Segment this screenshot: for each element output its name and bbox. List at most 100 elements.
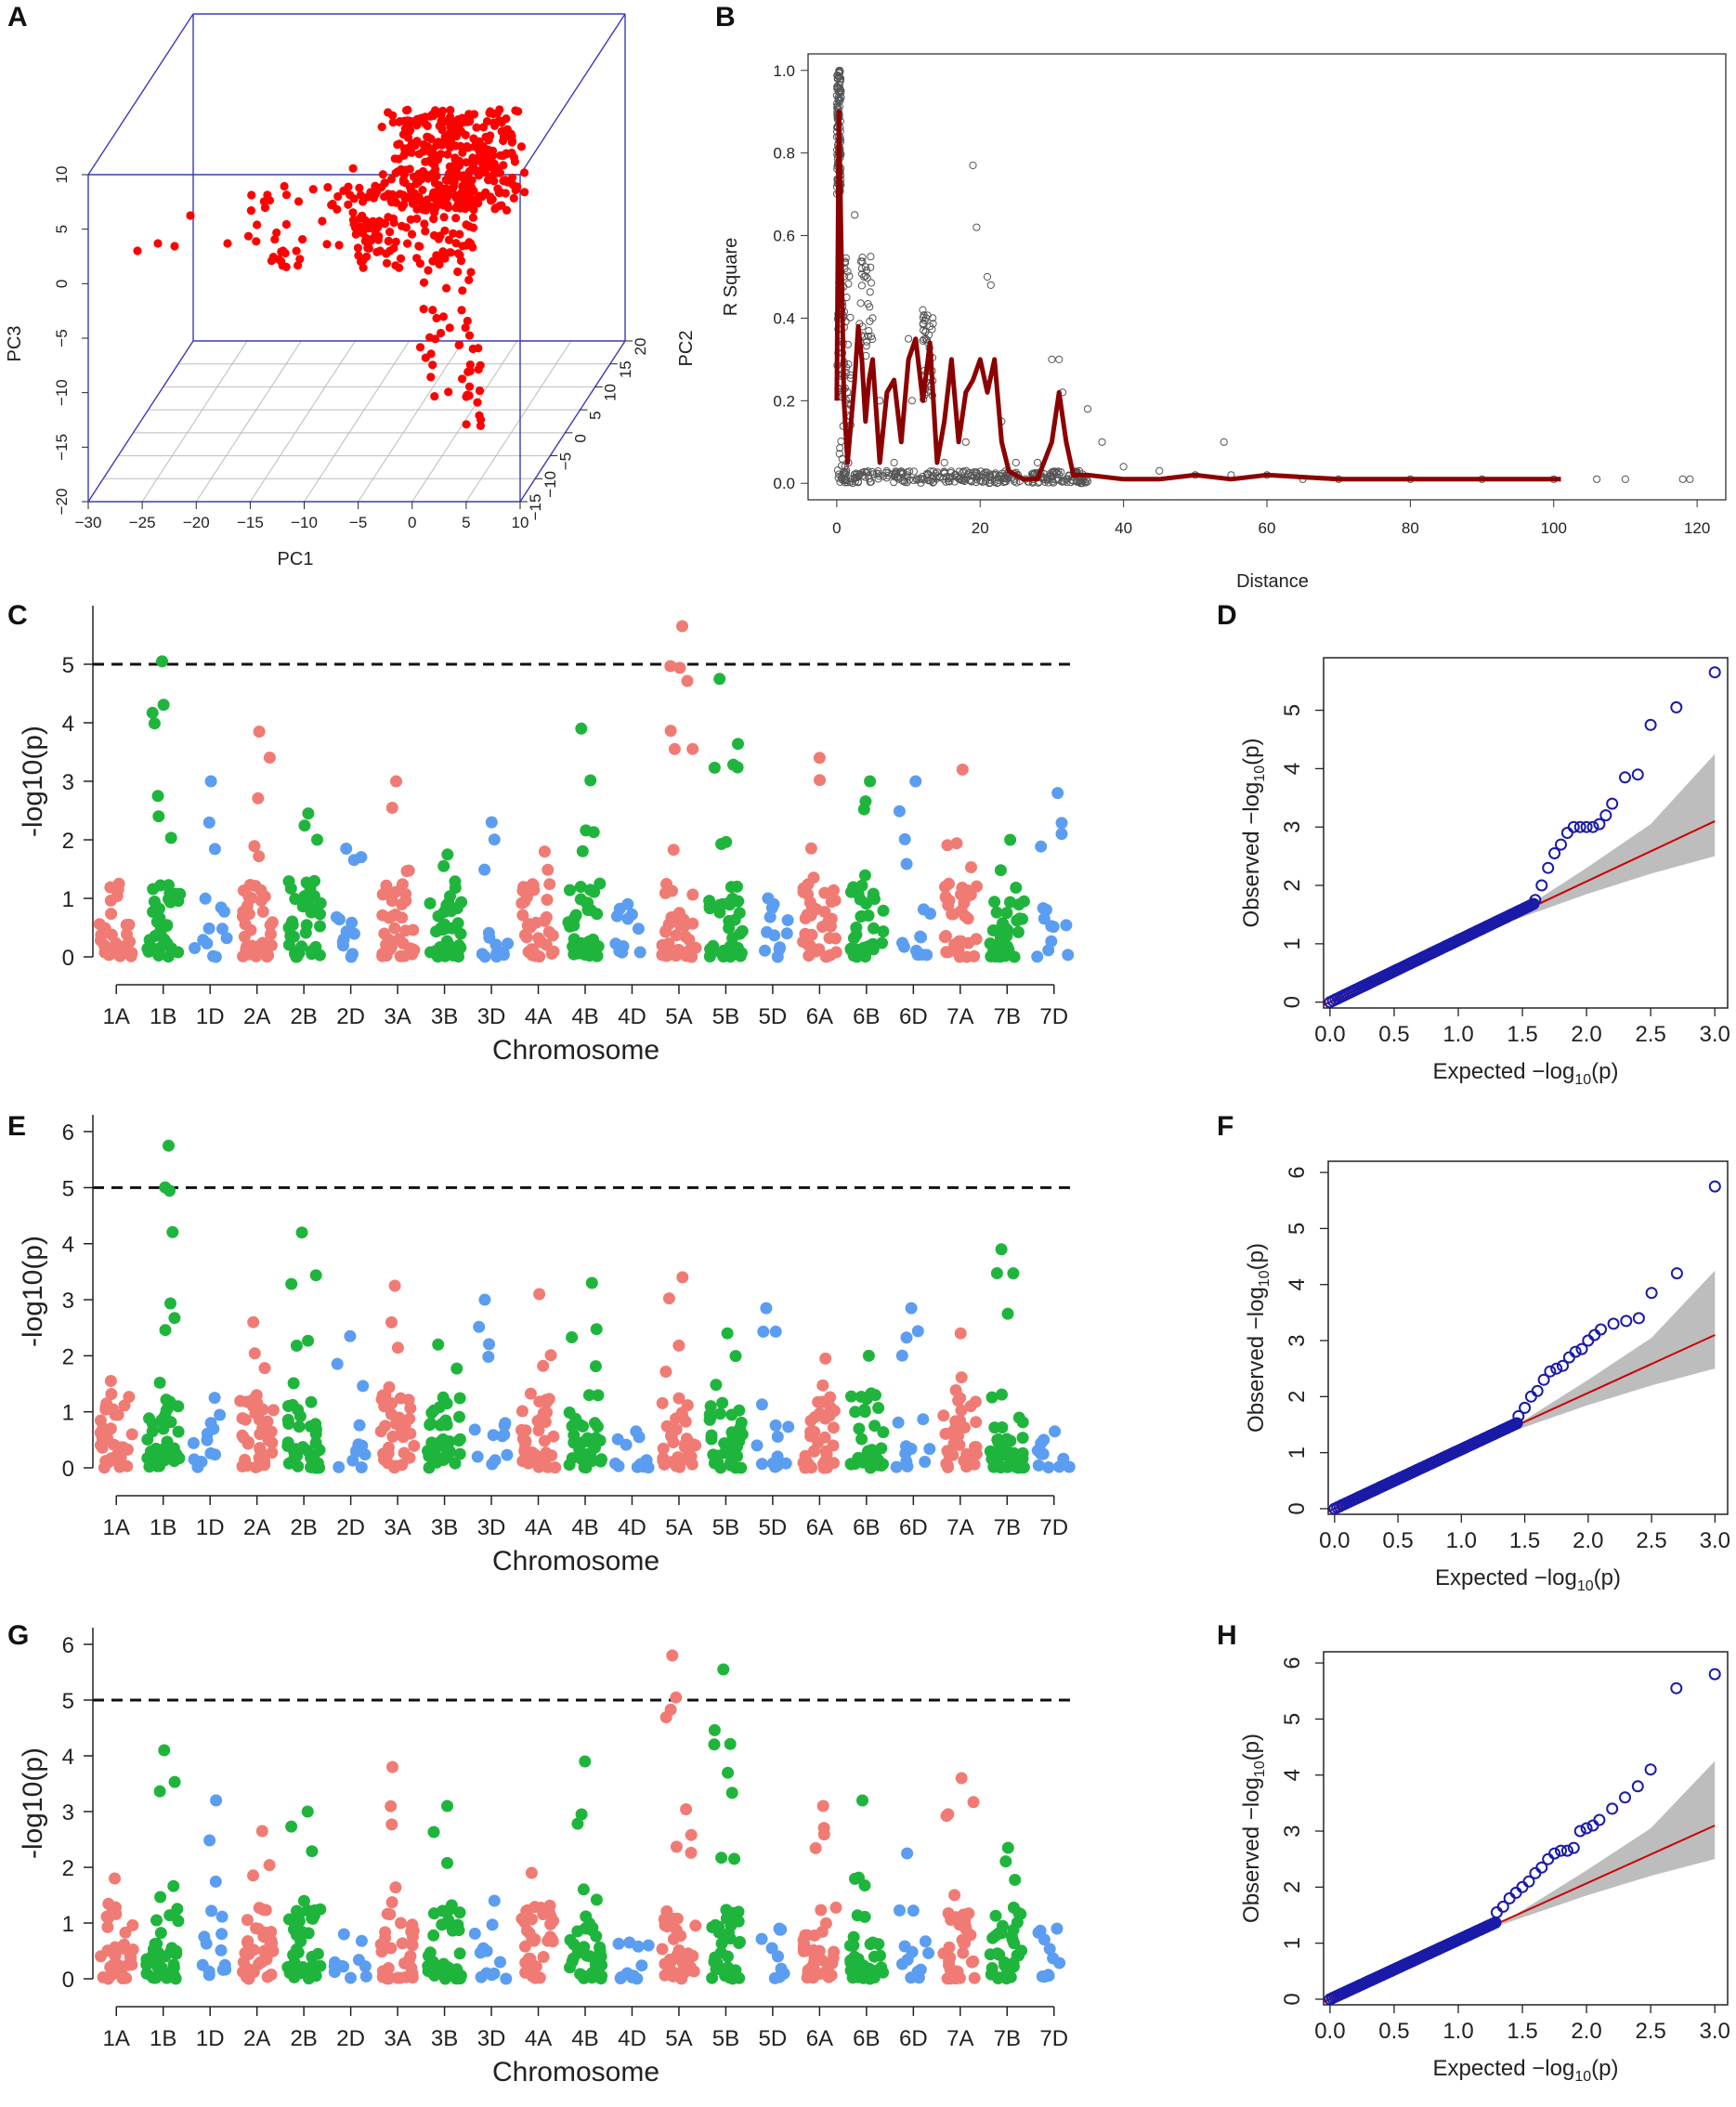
y-tick-label: 5 — [1280, 1713, 1305, 1725]
pc-point — [378, 170, 387, 179]
x-axis-label-main: Expected −log — [1435, 1565, 1577, 1590]
snp-point — [949, 1384, 962, 1396]
y-tick-label: 0.0 — [773, 475, 795, 492]
snp-point — [154, 1927, 167, 1940]
ld-point — [898, 477, 907, 485]
snp-point — [482, 1351, 495, 1363]
y-tick-label: 1 — [62, 1401, 74, 1426]
snp-point — [984, 937, 997, 950]
y-tick-label: 6 — [1280, 1656, 1305, 1669]
x-tick-label: −5 — [349, 514, 367, 531]
pc-point — [475, 146, 484, 155]
qq-point — [1631, 768, 1644, 781]
snp-point — [121, 928, 133, 941]
qq-point — [1560, 827, 1573, 839]
snp-point — [389, 1881, 402, 1894]
snp-point — [540, 1394, 553, 1407]
snp-top-point — [760, 1302, 773, 1315]
snp-point — [333, 1460, 346, 1473]
snp-point — [520, 931, 533, 944]
snp-point — [266, 1436, 279, 1449]
snp-point — [594, 1455, 607, 1468]
snp-point — [292, 1946, 305, 1959]
snp-point — [427, 1929, 440, 1942]
pc-point — [450, 153, 460, 163]
x-tick-label: 7D — [1039, 2026, 1068, 2051]
snp-point — [314, 908, 326, 921]
pc-point — [455, 229, 464, 239]
snp-point — [799, 1929, 812, 1942]
snp-point — [1009, 1874, 1022, 1886]
snp-point — [291, 950, 304, 963]
x-axis-label-main: Expected −log — [1433, 2056, 1575, 2081]
snp-point — [724, 881, 737, 894]
panel-label-H: H — [1217, 1620, 1237, 1651]
y-axis-label-tail: (p) — [1244, 1243, 1269, 1270]
ld-point — [1083, 478, 1092, 486]
snp-point — [957, 1908, 970, 1921]
snp-point — [634, 1458, 647, 1471]
ld-point — [975, 476, 985, 485]
pc-point — [380, 178, 389, 188]
snp-point — [809, 1841, 822, 1854]
snp-point — [289, 893, 302, 906]
x-tick-label: 3D — [477, 1004, 506, 1029]
ld-point — [862, 267, 871, 275]
y-tick-label: 2 — [62, 829, 74, 854]
panel-label-G: G — [7, 1620, 29, 1651]
qq-point — [1588, 1328, 1601, 1341]
pc-point — [463, 390, 472, 399]
ld-point — [924, 476, 933, 484]
snp-point — [335, 1959, 348, 1972]
ld-point — [835, 81, 843, 90]
x-tick-label: 5A — [665, 1004, 692, 1029]
y-tick-label: 6 — [62, 1120, 74, 1145]
z-tick-label: 10 — [53, 166, 71, 184]
snp-point — [126, 1943, 139, 1956]
snp-top-point — [955, 1772, 968, 1785]
pc-point — [390, 154, 399, 164]
snp-point — [215, 1928, 228, 1941]
snp-point — [736, 924, 749, 937]
pc-point — [333, 191, 343, 202]
ld-decay-plot: 0 20 40 60 80 100 120 0.0 0.2 0.4 0.6 0.8 1.0 Distanc… — [721, 53, 1727, 592]
y-tick-label: 4 — [62, 1745, 74, 1770]
snp-point — [850, 922, 863, 934]
y-axis-label-sub: 10 — [1252, 1760, 1268, 1777]
snp-point — [574, 881, 587, 894]
snp-point — [725, 1786, 738, 1799]
ld-point — [837, 438, 845, 446]
snp-point — [150, 1914, 163, 1927]
snp-top-point — [390, 775, 402, 788]
pc-point — [348, 164, 358, 173]
pc-point — [502, 114, 511, 124]
qq-point — [1582, 1334, 1595, 1347]
snp-point — [872, 1938, 885, 1951]
snp-point — [580, 824, 593, 837]
x-tick-label: 80 — [1402, 519, 1419, 537]
snp-top-point — [1051, 1922, 1064, 1935]
pc-point — [457, 306, 466, 315]
pc-point — [462, 158, 471, 167]
snp-point — [1055, 817, 1068, 830]
snp-point — [586, 1967, 599, 1979]
snp-point — [708, 1723, 721, 1736]
snp-point — [214, 1408, 227, 1421]
snp-point — [584, 883, 597, 896]
snp-point — [153, 1376, 166, 1389]
snp-point — [632, 923, 645, 936]
ld-point — [959, 476, 968, 484]
snp-point — [357, 1380, 370, 1393]
snp-point — [520, 1924, 533, 1937]
snp-point — [999, 1855, 1012, 1868]
ld-point — [907, 397, 917, 405]
qq-point — [1670, 1682, 1683, 1695]
x-tick-label: 3B — [431, 1004, 458, 1029]
snp-point — [724, 949, 737, 962]
y-axis-label: Observed −log10(p) — [1239, 1734, 1268, 1923]
snp-point — [970, 933, 983, 946]
ld-point — [840, 476, 848, 484]
pc-point — [454, 340, 463, 350]
snp-point — [1062, 949, 1075, 962]
